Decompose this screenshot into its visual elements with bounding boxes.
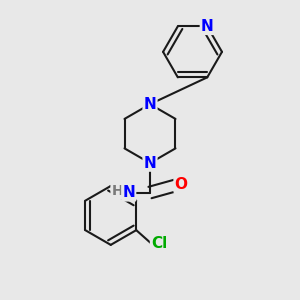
Text: Cl: Cl [151,236,167,251]
Text: N: N [201,19,214,34]
Text: H: H [112,184,123,198]
Text: N: N [144,156,156,171]
Text: N: N [122,185,135,200]
Text: N: N [144,97,156,112]
Text: O: O [175,177,188,192]
